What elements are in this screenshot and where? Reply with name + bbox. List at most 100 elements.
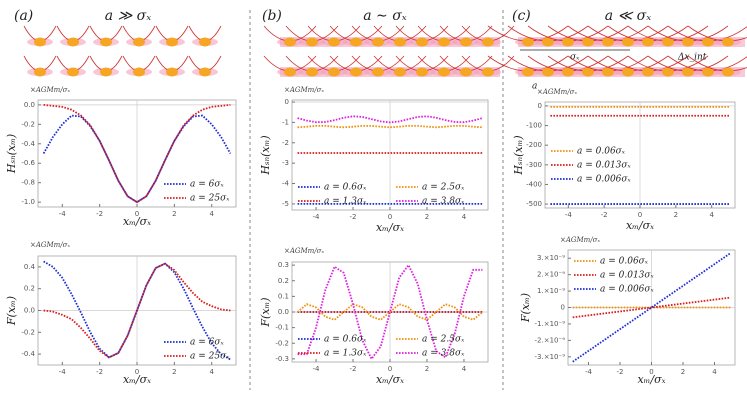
data-line	[43, 262, 231, 359]
x-tick-label: 0	[638, 211, 642, 219]
mass	[460, 37, 472, 47]
y-axis-label: Hₛₙ(xₘ)	[5, 134, 18, 174]
x-tick-label: 2	[425, 365, 429, 373]
y-tick-label: -100	[526, 122, 542, 130]
x-tick-label: -4	[59, 368, 67, 376]
x-axis-label: xₘ/σₓ	[637, 373, 665, 386]
data-line	[297, 263, 483, 361]
y-tick-label: -0.8	[21, 179, 35, 187]
schematic-label: Δx_int	[677, 53, 707, 63]
mass	[394, 37, 406, 47]
legend-label: a = 0.6σₓ	[324, 183, 367, 193]
x-tick-label: 4	[709, 211, 714, 219]
mass	[350, 37, 362, 47]
x-tick-label: 4	[462, 213, 467, 221]
legend-label: a = 3.8σₓ	[422, 197, 465, 207]
x-tick-label: 4	[462, 365, 467, 373]
legend-label: a = 0.6σₓ	[324, 335, 367, 345]
legend-label: a = 25σₓ	[190, 194, 230, 204]
mass	[622, 37, 634, 47]
mass	[482, 37, 494, 47]
data-line	[572, 252, 731, 363]
y-tick-label: 0.2	[24, 285, 35, 293]
x-axis-label: xₘ/σₓ	[123, 215, 151, 228]
y-tick-label: 0	[285, 98, 289, 106]
mass	[100, 37, 112, 47]
y-tick-label: -400	[526, 180, 542, 188]
mass	[284, 37, 296, 47]
y-tick-label: 0.0	[24, 101, 35, 109]
x-tick-label: -4	[585, 368, 593, 376]
x-tick-label: 0	[649, 368, 653, 376]
data-line	[572, 296, 731, 319]
y-axis-label: Hₛₙ(xₘ)	[259, 135, 272, 175]
x-tick-label: 4	[209, 210, 214, 218]
x-tick-label: 0	[135, 210, 139, 218]
legend-label: a = 6σₓ	[190, 180, 224, 190]
mass	[350, 67, 362, 77]
mass	[34, 37, 46, 47]
mass	[522, 67, 534, 77]
y-axis-label: Hₛₙ(xₘ)	[512, 135, 525, 175]
unit-label: ×AGMm/σₓ	[284, 247, 324, 255]
y-tick-label: -2	[282, 139, 289, 147]
mass	[642, 67, 654, 77]
x-tick-label: -2	[601, 211, 608, 219]
y-tick-label: 3.×10⁻⁹	[537, 254, 565, 262]
x-tick-label: -4	[313, 213, 321, 221]
x-tick-label: 4	[209, 368, 214, 376]
mass	[199, 67, 211, 77]
y-tick-label: -0.1	[275, 324, 289, 332]
x-tick-label: -4	[565, 211, 573, 219]
legend-label: a = 0.006σₓ	[600, 285, 655, 295]
y-tick-label: -500	[526, 200, 542, 208]
panel-heading: a ≪ σₓ	[605, 8, 651, 24]
panel-heading: a ∼ σₓ	[363, 8, 407, 24]
mass	[416, 37, 428, 47]
x-tick-label: -2	[96, 368, 103, 376]
unit-label: ×AGMm/σₓ	[30, 241, 70, 249]
mass	[67, 67, 79, 77]
y-tick-label: -0.4	[21, 350, 35, 358]
x-axis-label: xₘ/σₓ	[123, 373, 151, 386]
legend-label: a = 3.8σₓ	[422, 349, 465, 359]
mass	[562, 37, 574, 47]
y-tick-label: -1.×10⁻⁹	[535, 320, 566, 328]
y-tick-label: 0	[561, 304, 565, 312]
mass	[582, 67, 594, 77]
y-tick-label: -4	[282, 180, 290, 188]
unit-label: ×AGMm/σₓ	[560, 236, 600, 244]
panel-label: (b)	[262, 8, 282, 24]
x-tick-label: 4	[712, 368, 717, 376]
x-tick-label: 0	[388, 365, 392, 373]
y-tick-label: 0.3	[278, 261, 289, 269]
y-tick-label: 0.1	[278, 292, 289, 300]
unit-label: ×AGMm/σₓ	[30, 86, 70, 94]
legend-label: a = 0.013σₓ	[600, 271, 655, 281]
y-tick-label: -1.0	[21, 198, 35, 206]
x-tick-label: 2	[425, 213, 429, 221]
x-axis-label: xₘ/σₓ	[626, 219, 654, 232]
panel-heading: a ≫ σₓ	[105, 8, 151, 24]
data-line	[43, 103, 231, 204]
legend-label: a = 2.5σₓ	[422, 183, 465, 193]
y-tick-label: -200	[526, 141, 542, 149]
y-tick-label: -0.2	[21, 328, 35, 336]
y-axis-label: F(xₘ)	[5, 296, 18, 326]
mass	[662, 37, 674, 47]
mass	[284, 67, 296, 77]
x-tick-label: -2	[350, 213, 357, 221]
x-tick-label: -4	[59, 210, 67, 218]
y-tick-label: -0.6	[21, 159, 35, 167]
mass	[438, 37, 450, 47]
data-line	[297, 115, 483, 124]
mass	[199, 37, 211, 47]
x-tick-label: 0	[135, 368, 139, 376]
y-tick-label: 2.×10⁻⁹	[537, 271, 565, 279]
unit-label: ×AGMm/σₓ	[284, 86, 324, 94]
mass	[542, 67, 554, 77]
x-tick-label: -4	[313, 365, 321, 373]
mass	[522, 37, 534, 47]
data-line	[297, 124, 483, 129]
y-tick-label: -0.2	[275, 339, 289, 347]
